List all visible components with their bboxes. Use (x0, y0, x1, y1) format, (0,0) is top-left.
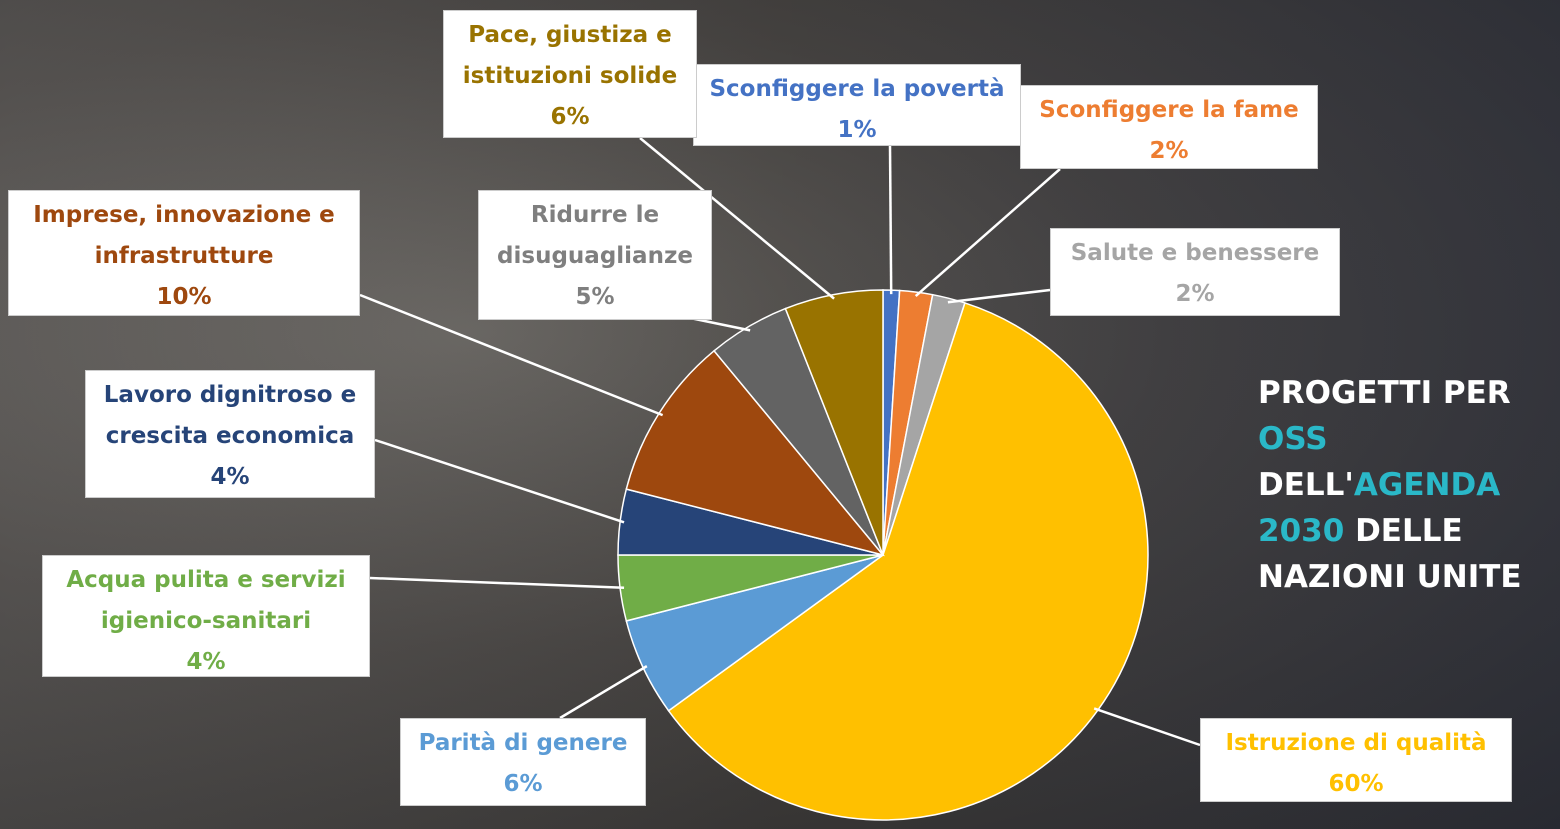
data-label: Ridurre le disuguaglianze 5% (478, 190, 712, 320)
category-label: Istruzione di qualità (1225, 730, 1487, 756)
pie-slice (784, 289, 884, 556)
leader-line (947, 288, 1051, 304)
title-part: DELLE NAZIONI UNITE (1258, 513, 1522, 595)
leader-line (369, 576, 625, 589)
data-label: Sconfiggere la povertà 1% (693, 64, 1021, 146)
category-label: Acqua pulita e servizi igienico-sanitari (66, 567, 346, 634)
data-label: Salute e benessere 2% (1050, 228, 1340, 316)
value-label: 10% (156, 284, 212, 310)
category-label: Lavoro dignitroso e crescita economica (103, 382, 357, 449)
leader-line (914, 168, 1061, 297)
leader-line (689, 316, 751, 332)
data-label: Imprese, innovazione e infrastrutture 10% (8, 190, 360, 316)
chart-title: PROGETTI PER OSS DELL'AGENDA 2030 DELLE … (1258, 370, 1558, 600)
category-label: Ridurre le disuguaglianze (497, 202, 693, 269)
category-label: Parità di genere (418, 730, 628, 756)
leader-line (359, 293, 664, 417)
leader-line (374, 438, 625, 524)
category-label: Salute e benessere (1070, 240, 1320, 266)
data-label: Sconfiggere la fame 2% (1020, 85, 1318, 169)
value-label: 2% (1175, 281, 1215, 307)
category-label: Imprese, innovazione e infrastrutture (33, 202, 335, 269)
leader-line (639, 137, 835, 300)
value-label: 6% (503, 771, 543, 797)
data-label: Lavoro dignitroso e crescita economica 4% (85, 370, 375, 498)
leader-line (1093, 707, 1201, 747)
value-label: 4% (186, 649, 226, 675)
data-label: Pace, giustiza e istituzioni solide 6% (443, 10, 697, 138)
data-label: Acqua pulita e servizi igienico-sanitari… (42, 555, 370, 677)
value-label: 6% (550, 104, 590, 130)
data-label: Istruzione di qualità 60% (1200, 718, 1512, 802)
leader-line (559, 665, 648, 720)
category-label: Pace, giustiza e istituzioni solide (462, 22, 678, 89)
title-part: OSS (1258, 421, 1328, 457)
value-label: 2% (1149, 138, 1189, 164)
data-label: Parità di genere 6% (400, 718, 646, 806)
title-part: DELL' (1258, 421, 1354, 503)
value-label: 60% (1328, 771, 1384, 797)
category-label: Sconfiggere la fame (1039, 97, 1299, 123)
title-part: PROGETTI PER (1258, 375, 1522, 411)
value-label: 4% (210, 464, 250, 490)
category-label: Sconfiggere la povertà (709, 76, 1005, 102)
value-label: 1% (837, 117, 877, 143)
title-part: AGENDA 2030 (1258, 467, 1511, 549)
leader-line (888, 145, 893, 295)
value-label: 5% (575, 284, 615, 310)
